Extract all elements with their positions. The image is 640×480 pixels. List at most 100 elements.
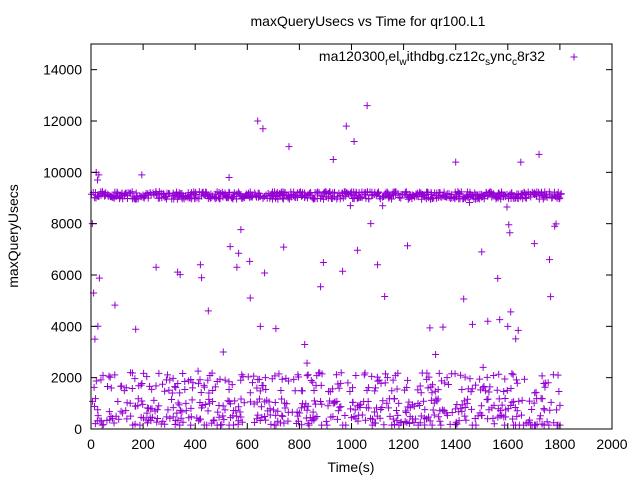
data-point xyxy=(232,407,240,415)
data-point xyxy=(181,385,189,393)
data-point xyxy=(395,399,403,407)
data-point xyxy=(166,190,174,198)
data-point xyxy=(210,416,218,424)
data-point xyxy=(506,229,514,237)
data-point xyxy=(267,420,275,428)
data-point xyxy=(512,335,520,343)
data-point xyxy=(337,379,345,387)
data-point xyxy=(556,194,564,202)
data-point xyxy=(219,348,227,356)
data-point xyxy=(238,371,246,379)
data-point xyxy=(236,408,244,416)
data-point xyxy=(381,370,389,378)
data-point xyxy=(481,387,489,395)
data-point xyxy=(138,379,146,387)
plot-area xyxy=(87,102,565,429)
data-point xyxy=(329,399,337,407)
data-point xyxy=(226,243,234,251)
data-point xyxy=(394,411,402,419)
data-point xyxy=(455,417,463,425)
data-point xyxy=(226,400,234,408)
data-point xyxy=(509,415,517,423)
data-point xyxy=(421,421,429,429)
data-point xyxy=(452,418,460,426)
data-point xyxy=(310,416,318,424)
data-point xyxy=(221,406,229,414)
data-point xyxy=(324,402,332,410)
data-point xyxy=(204,307,212,315)
data-point xyxy=(448,409,456,417)
data-point xyxy=(307,376,315,384)
data-point xyxy=(323,421,331,429)
data-point xyxy=(342,421,350,429)
data-point xyxy=(374,261,382,269)
data-point xyxy=(402,407,410,415)
data-point xyxy=(520,375,528,383)
data-point xyxy=(439,323,447,331)
data-point xyxy=(478,411,486,419)
data-point xyxy=(187,413,195,421)
data-point xyxy=(262,386,270,394)
data-point xyxy=(251,418,259,426)
data-point xyxy=(163,413,171,421)
data-point xyxy=(298,192,306,200)
data-point xyxy=(105,372,113,380)
data-point xyxy=(271,372,279,380)
data-point xyxy=(490,420,498,428)
data-point xyxy=(337,369,345,377)
data-point xyxy=(122,407,130,415)
data-point xyxy=(367,414,375,422)
data-point xyxy=(501,421,509,429)
data-point xyxy=(525,397,533,405)
data-point xyxy=(285,143,293,151)
data-point xyxy=(169,374,177,382)
data-point xyxy=(331,398,339,406)
data-point xyxy=(444,381,452,389)
data-point xyxy=(336,403,344,411)
data-point xyxy=(374,188,382,196)
data-point xyxy=(434,386,442,394)
data-point xyxy=(158,380,166,388)
data-point xyxy=(410,402,418,410)
data-point xyxy=(393,417,401,425)
data-point xyxy=(372,419,380,427)
data-point xyxy=(259,125,267,133)
data-point xyxy=(221,376,229,384)
data-point xyxy=(161,387,169,395)
data-point xyxy=(555,388,563,396)
data-point xyxy=(152,382,160,390)
data-point xyxy=(507,308,515,316)
data-point xyxy=(312,400,320,408)
data-point xyxy=(106,373,114,381)
data-point xyxy=(452,405,460,413)
data-point xyxy=(99,371,107,379)
data-point xyxy=(231,397,239,405)
data-point xyxy=(216,195,224,203)
data-point xyxy=(168,389,176,397)
data-point xyxy=(379,202,387,210)
data-point xyxy=(105,408,113,416)
data-point xyxy=(123,415,131,423)
x-tick-label: 400 xyxy=(184,436,208,452)
data-point xyxy=(333,415,341,423)
data-point xyxy=(512,376,520,384)
data-point xyxy=(457,188,465,196)
data-point xyxy=(372,384,380,392)
data-point xyxy=(368,372,376,380)
data-point xyxy=(318,192,326,200)
data-point xyxy=(91,335,99,343)
data-point xyxy=(238,418,246,426)
data-point xyxy=(431,387,439,395)
data-point xyxy=(518,411,526,419)
data-point xyxy=(505,221,513,229)
data-point xyxy=(394,369,402,377)
data-point xyxy=(225,188,233,196)
data-point xyxy=(143,373,151,381)
data-point xyxy=(383,399,391,407)
data-point xyxy=(370,408,378,416)
data-point xyxy=(403,383,411,391)
data-point xyxy=(545,421,553,429)
legend-label-part: r xyxy=(385,57,389,68)
data-point xyxy=(535,150,543,158)
data-point xyxy=(244,373,252,381)
